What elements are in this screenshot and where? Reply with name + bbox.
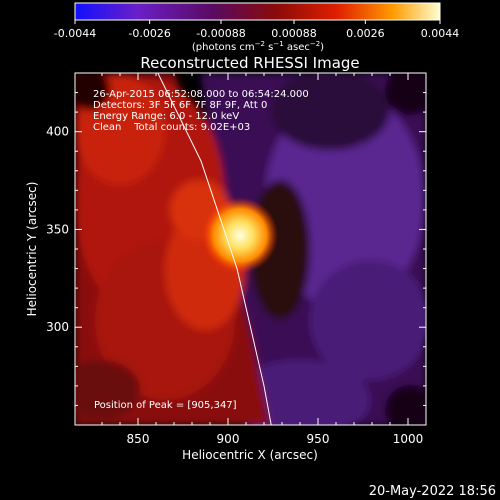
colorbar-tick-label: -0.00088 [196,27,245,40]
peak-position-text: Position of Peak = [905,347] [94,400,237,411]
y-axis-label: Heliocentric Y (arcsec) [25,182,39,317]
colorbar-tick-label: 0.0026 [346,27,385,40]
colorbar-gradient [75,3,440,20]
chart-title: Reconstructed RHESSI Image [140,54,359,72]
peak-source [202,197,278,274]
observation-info: 26-Apr-2015 06:52:08.000 to 06:54:24.000… [93,89,309,133]
colorbar-ticks: -0.0044 -0.0026 -0.00088 0.00088 0.0026 0.004… [54,20,459,40]
colorbar-tick-label: -0.0026 [128,27,170,40]
timestamp: 20-May-2022 18:56 [369,484,496,499]
colorbar: -0.0044 -0.0026 -0.00088 0.00088 0.0026 0.004… [54,2,459,53]
y-tick-label: 350 [46,222,69,236]
y-tick-label: 300 [46,320,69,334]
colorbar-tick-label: -0.0044 [54,27,96,40]
time-range-text: 26-Apr-2015 06:52:08.000 to 06:54:24.000 [93,89,309,100]
x-tick-label: 950 [307,432,330,446]
x-axis-ticks: 850 900 950 1000 [101,73,427,446]
colorbar-unit: (photons cm−2 s−1 asec−2) [192,40,324,53]
colorbar-frame [74,2,441,21]
detectors-text: Detectors: 3F 5F 6F 7F 8F 9F, Att 0 [93,100,267,111]
x-tick-label: 900 [217,432,240,446]
colorbar-tick-label: 0.0044 [421,27,460,40]
x-axis-label: Heliocentric X (arcsec) [182,448,318,462]
heatmap-image [75,73,426,425]
solar-limb-line [157,73,272,425]
x-tick-label: 850 [127,432,150,446]
energy-range-text: Energy Range: 6.0 - 12.0 keV [93,111,239,122]
counts-text: Clean Total counts: 9.02E+03 [93,122,250,133]
x-tick-label: 1000 [393,432,424,446]
colorbar-tick-label: 0.00088 [271,27,317,40]
y-tick-label: 400 [46,125,69,139]
y-axis-ticks: 300 350 400 [46,72,426,406]
